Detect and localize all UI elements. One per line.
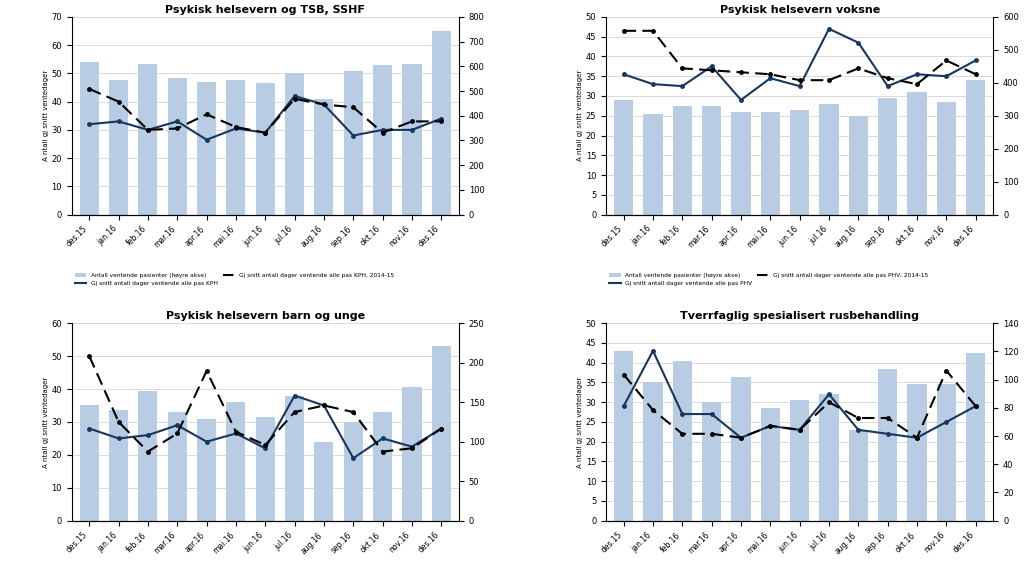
Bar bbox=[373, 65, 392, 215]
Title: Tverrfaglig spesialisert rusbehandling: Tverrfaglig spesialisert rusbehandling bbox=[680, 311, 920, 321]
Bar bbox=[791, 400, 809, 521]
Bar bbox=[256, 417, 274, 521]
Bar bbox=[432, 31, 451, 215]
Bar bbox=[80, 62, 98, 215]
Bar bbox=[138, 391, 158, 521]
Bar bbox=[110, 410, 128, 521]
Bar bbox=[673, 106, 692, 215]
Bar bbox=[761, 112, 780, 215]
Bar bbox=[285, 74, 304, 215]
Bar bbox=[344, 422, 362, 521]
Bar bbox=[432, 346, 451, 521]
Bar bbox=[168, 78, 186, 215]
Bar bbox=[314, 99, 334, 215]
Bar bbox=[791, 110, 809, 215]
Title: Psykisk helsevern og TSB, SSHF: Psykisk helsevern og TSB, SSHF bbox=[165, 5, 366, 15]
Bar bbox=[402, 387, 422, 521]
Bar bbox=[197, 82, 216, 215]
Y-axis label: A ntall gj snitt ventedager: A ntall gj snitt ventedager bbox=[43, 376, 48, 468]
Legend: Antall ventende pasienter (høyre akse), Gj snitt antall dager ventende alle pas : Antall ventende pasienter (høyre akse), … bbox=[609, 273, 929, 286]
Bar bbox=[256, 83, 274, 215]
Bar bbox=[285, 396, 304, 521]
Bar bbox=[614, 351, 633, 521]
Bar bbox=[138, 63, 158, 215]
Bar bbox=[967, 80, 985, 215]
Title: Psykisk helsevern barn og unge: Psykisk helsevern barn og unge bbox=[166, 311, 365, 321]
Bar bbox=[879, 98, 897, 215]
Bar bbox=[731, 112, 751, 215]
Y-axis label: A ntall gj snitt ventedager: A ntall gj snitt ventedager bbox=[43, 70, 48, 161]
Bar bbox=[643, 114, 663, 215]
Bar bbox=[110, 80, 128, 215]
Bar bbox=[226, 80, 246, 215]
Bar bbox=[819, 395, 839, 521]
Bar bbox=[702, 402, 721, 521]
Bar bbox=[907, 384, 927, 521]
Bar bbox=[197, 419, 216, 521]
Bar bbox=[937, 384, 955, 521]
Bar bbox=[168, 412, 186, 521]
Bar bbox=[907, 92, 927, 215]
Bar bbox=[731, 376, 751, 521]
Bar bbox=[849, 116, 868, 215]
Bar bbox=[937, 102, 955, 215]
Bar bbox=[819, 104, 839, 215]
Legend: Antall ventende pasienter (høyre akse), Gj snitt antall dager ventende alle pas : Antall ventende pasienter (høyre akse), … bbox=[75, 273, 394, 286]
Bar bbox=[402, 63, 422, 215]
Bar bbox=[344, 71, 362, 215]
Bar bbox=[702, 106, 721, 215]
Y-axis label: A ntall gj snitt ventedager: A ntall gj snitt ventedager bbox=[577, 376, 583, 468]
Bar bbox=[673, 361, 692, 521]
Bar bbox=[967, 353, 985, 521]
Bar bbox=[761, 408, 780, 521]
Bar bbox=[614, 100, 633, 215]
Title: Psykisk helsevern voksne: Psykisk helsevern voksne bbox=[720, 5, 880, 15]
Bar bbox=[226, 402, 246, 521]
Bar bbox=[314, 441, 334, 521]
Bar bbox=[373, 412, 392, 521]
Bar bbox=[879, 368, 897, 521]
Y-axis label: A ntall gj snitt ventedager: A ntall gj snitt ventedager bbox=[577, 70, 583, 161]
Bar bbox=[80, 405, 98, 521]
Bar bbox=[849, 430, 868, 521]
Bar bbox=[643, 383, 663, 521]
